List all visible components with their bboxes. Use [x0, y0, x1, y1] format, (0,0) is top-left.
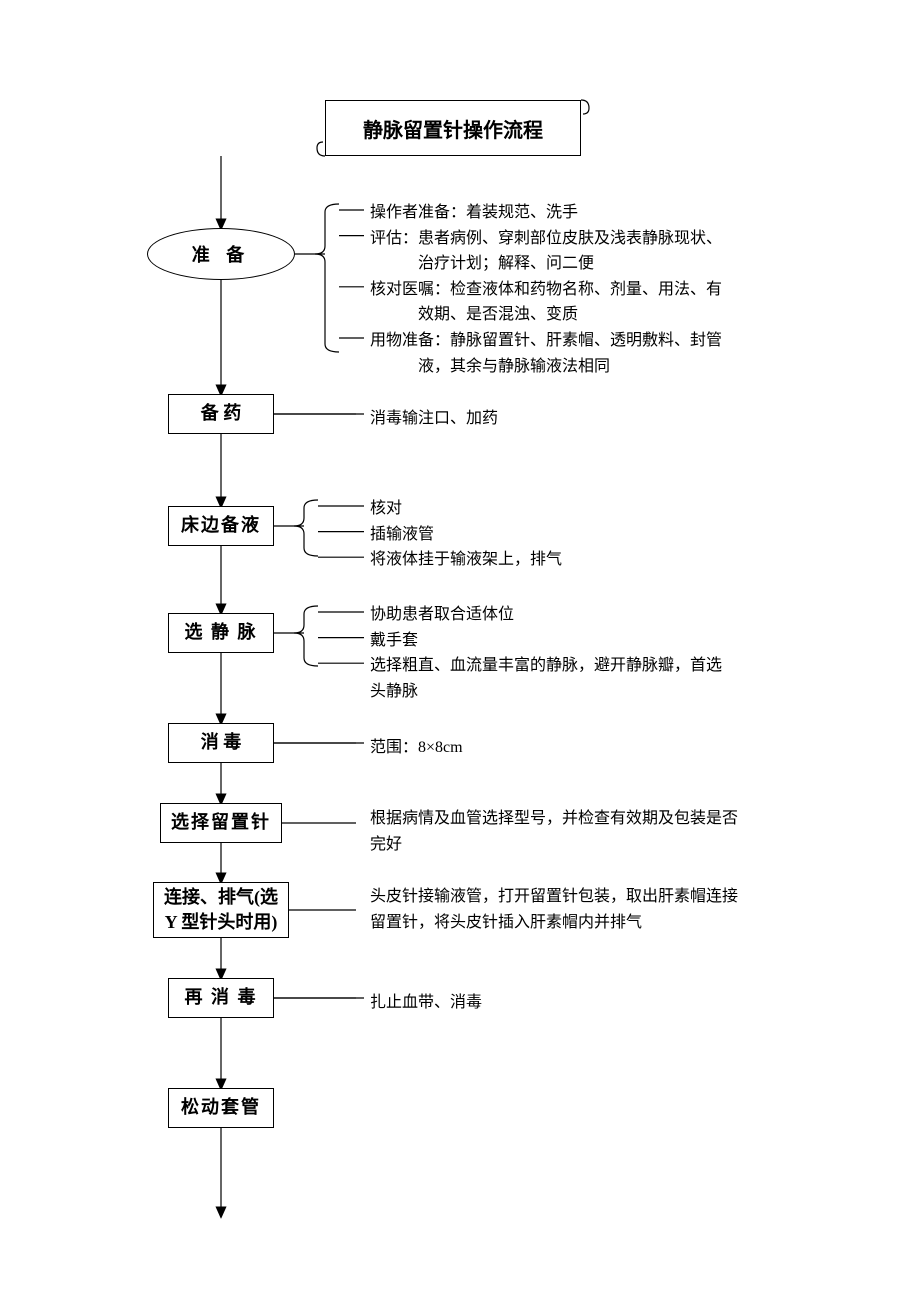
- desc-line: 评估：患者病例、穿刺部位皮肤及浅表静脉现状、 治疗计划；解释、问二便: [370, 226, 900, 277]
- desc-line: 核对: [370, 496, 900, 522]
- desc-line: 头皮针接输液管，打开留置针包装，取出肝素帽连接 留置针，将头皮针插入肝素帽内并排…: [370, 884, 900, 935]
- desc-line: 选择粗直、血流量丰富的静脉，避开静脉瓣，首选 头静脉: [370, 653, 900, 704]
- desc-beiyao: 消毒输注口、加药: [370, 406, 900, 432]
- desc-line: 用物准备：静脉留置针、肝素帽、透明敷料、封管 液，其余与静脉输液法相同: [370, 328, 900, 379]
- title-box: 静脉留置针操作流程: [325, 100, 581, 156]
- node-beiyao: 备 药: [168, 394, 274, 434]
- node-xuanjm: 选 静 脉: [168, 613, 274, 653]
- desc-xiaodu: 范围：8×8cm: [370, 735, 900, 761]
- flowchart-page: 静脉留置针操作流程 准 备备 药床边备液选 静 脉消 毒选择留置针连接、排气(选…: [0, 0, 920, 1302]
- node-xuanlzz: 选择留置针: [160, 803, 282, 843]
- desc-line: 核对医嘱：检查液体和药物名称、剂量、用法、有 效期、是否混浊、变质: [370, 277, 900, 328]
- desc-xuanjm: 协助患者取合适体位戴手套选择粗直、血流量丰富的静脉，避开静脉瓣，首选 头静脉: [370, 602, 900, 704]
- desc-line: 协助患者取合适体位: [370, 602, 900, 628]
- node-prep: 准 备: [147, 228, 295, 280]
- title-text: 静脉留置针操作流程: [363, 114, 543, 143]
- desc-zaixd: 扎止血带、消毒: [370, 990, 900, 1016]
- desc-line: 戴手套: [370, 628, 900, 654]
- node-beiye: 床边备液: [168, 506, 274, 546]
- node-zaixd: 再 消 毒: [168, 978, 274, 1018]
- node-xiaodu: 消 毒: [168, 723, 274, 763]
- node-lianjie: 连接、排气(选Y 型针头时用): [153, 882, 289, 938]
- desc-prep: 操作者准备：着装规范、洗手评估：患者病例、穿刺部位皮肤及浅表静脉现状、 治疗计划…: [370, 200, 900, 379]
- node-songdong: 松动套管: [168, 1088, 274, 1128]
- desc-xuanlzz: 根据病情及血管选择型号，并检查有效期及包装是否 完好: [370, 806, 900, 857]
- desc-beiye: 核对插输液管将液体挂于输液架上，排气: [370, 496, 900, 573]
- desc-line: 扎止血带、消毒: [370, 990, 900, 1016]
- desc-line: 范围：8×8cm: [370, 735, 900, 761]
- desc-line: 消毒输注口、加药: [370, 406, 900, 432]
- desc-line: 插输液管: [370, 522, 900, 548]
- desc-line: 将液体挂于输液架上，排气: [370, 547, 900, 573]
- desc-line: 根据病情及血管选择型号，并检查有效期及包装是否 完好: [370, 806, 900, 857]
- desc-lianjie: 头皮针接输液管，打开留置针包装，取出肝素帽连接 留置针，将头皮针插入肝素帽内并排…: [370, 884, 900, 935]
- desc-line: 操作者准备：着装规范、洗手: [370, 200, 900, 226]
